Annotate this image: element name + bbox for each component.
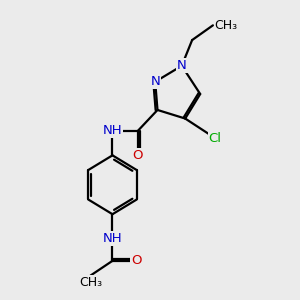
Text: NH: NH xyxy=(103,232,122,245)
Text: O: O xyxy=(133,149,143,162)
Text: CH₃: CH₃ xyxy=(214,19,238,32)
Text: N: N xyxy=(150,75,160,88)
Text: N: N xyxy=(177,59,187,72)
Text: CH₃: CH₃ xyxy=(79,275,102,289)
Text: NH: NH xyxy=(103,124,122,137)
Text: O: O xyxy=(131,254,142,267)
Text: Cl: Cl xyxy=(209,132,222,145)
